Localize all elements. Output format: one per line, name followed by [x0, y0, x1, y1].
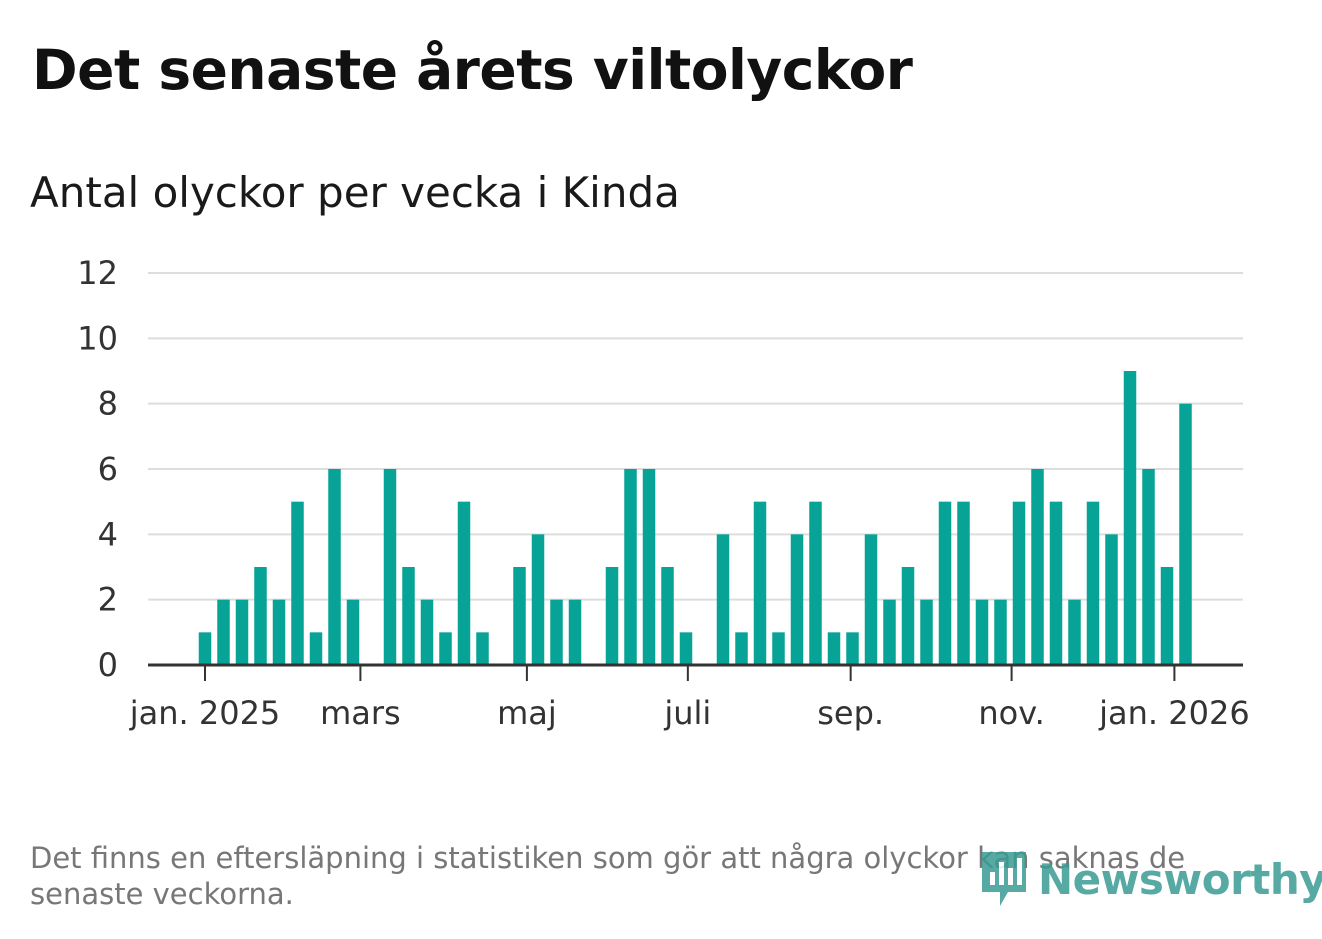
y-tick-label: 12	[77, 254, 118, 292]
bar	[217, 599, 230, 665]
bar	[198, 632, 212, 665]
axes: 0 2 4 6 8 10 12 jan. 2025 mars maj juli sep. nov. jan…	[77, 254, 1249, 732]
bar	[309, 632, 323, 665]
bar	[1049, 501, 1063, 665]
chart-subtitle: Antal olyckor per vecka i Kinda	[30, 168, 680, 217]
bar	[957, 501, 970, 665]
bar	[513, 567, 526, 665]
y-tick-label: 6	[98, 450, 118, 488]
bar	[864, 534, 878, 665]
bar-chart: 0 2 4 6 8 10 12 jan. 2025 mars maj juli sep. nov. jan…	[77, 254, 1249, 732]
bar	[457, 501, 471, 665]
bar	[254, 567, 267, 665]
bar	[772, 632, 785, 665]
bar	[790, 534, 804, 665]
bar	[846, 632, 859, 665]
bar	[402, 567, 415, 665]
bar	[605, 567, 619, 665]
bar	[661, 567, 674, 665]
gridlines	[148, 272, 1243, 601]
bar	[809, 501, 822, 665]
y-tick-label: 4	[98, 515, 118, 553]
y-tick-label: 2	[98, 581, 118, 619]
bar	[1142, 469, 1155, 665]
bar	[679, 632, 693, 665]
bar	[439, 632, 452, 665]
bar	[753, 501, 767, 665]
bar	[531, 534, 545, 665]
bar	[1105, 534, 1118, 665]
bar	[235, 599, 249, 665]
bar	[420, 599, 434, 665]
x-tick-label: mars	[320, 694, 401, 732]
bar	[476, 632, 489, 665]
bar	[1123, 371, 1137, 665]
y-tick-label: 8	[98, 385, 118, 423]
bar	[346, 599, 360, 665]
bar	[975, 599, 989, 665]
bar	[827, 632, 841, 665]
y-tick-label: 10	[77, 319, 118, 357]
bar	[1068, 599, 1081, 665]
bar	[624, 469, 637, 665]
x-tick-label: jan. 2025	[129, 694, 281, 732]
bars	[198, 371, 1192, 665]
x-tick-label: nov.	[978, 694, 1044, 732]
bar	[568, 599, 582, 665]
x-tick-label: juli	[663, 694, 711, 732]
x-tick-label: maj	[497, 694, 557, 732]
newsworthy-logo: Newsworthy	[978, 848, 1322, 910]
y-tick-label: 0	[98, 646, 118, 684]
newsworthy-logo-text: Newsworthy	[1038, 854, 1322, 904]
bar	[1086, 501, 1100, 665]
bar	[1012, 501, 1026, 665]
chart-title: Det senaste årets viltolyckor	[32, 38, 913, 102]
bar	[550, 599, 563, 665]
bar	[642, 469, 656, 665]
x-tick-label: jan. 2026	[1098, 694, 1250, 732]
bar	[883, 599, 896, 665]
bar	[994, 599, 1007, 665]
bar	[1160, 567, 1174, 665]
bar	[901, 567, 915, 665]
bar	[716, 534, 730, 665]
bar	[291, 501, 304, 665]
bar	[272, 599, 286, 665]
bar	[383, 469, 397, 665]
bar	[920, 599, 933, 665]
bar	[1031, 469, 1044, 665]
bar	[735, 632, 748, 665]
newsworthy-logo-icon	[982, 852, 1026, 906]
x-tick-label: sep.	[817, 694, 884, 732]
bar	[938, 501, 952, 665]
bar	[1179, 403, 1192, 665]
bar	[328, 469, 341, 665]
